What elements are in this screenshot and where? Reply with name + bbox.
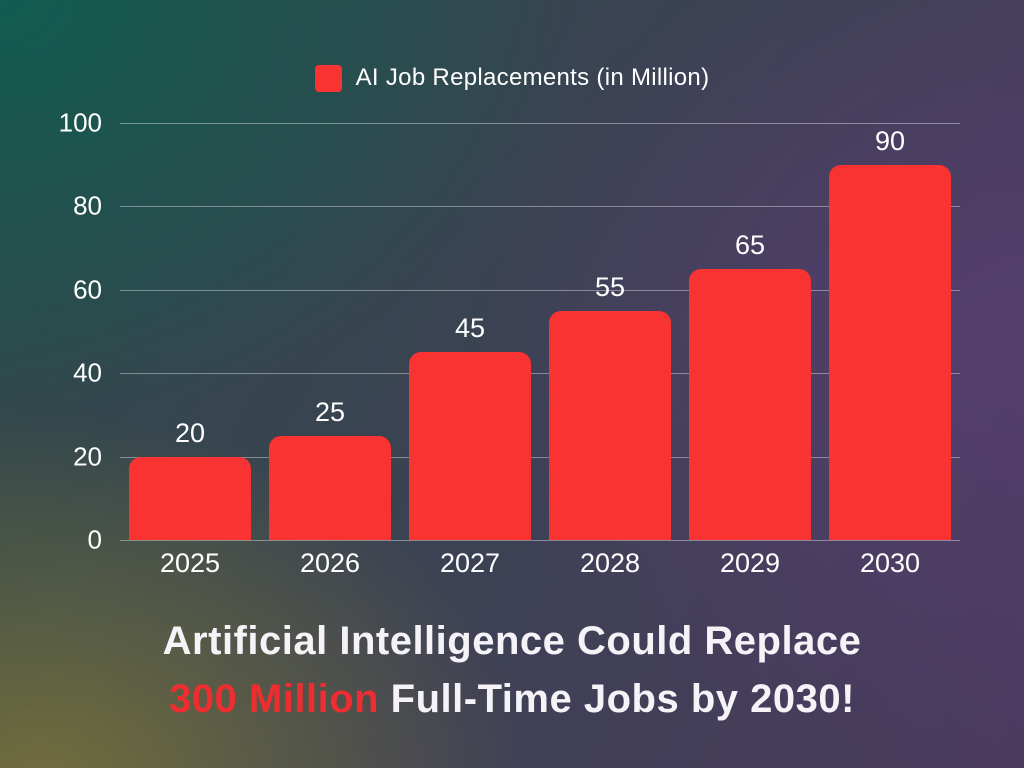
- y-axis-tick-label-100: 100: [58, 107, 102, 138]
- caption: Artificial Intelligence Could Replace 30…: [0, 612, 1024, 728]
- caption-line-1: Artificial Intelligence Could Replace: [162, 619, 862, 663]
- caption-line-2-rest: Full-Time Jobs by 2030!: [379, 677, 855, 721]
- y-axis-tick-label-40: 40: [73, 357, 102, 388]
- legend-color-swatch: [314, 64, 342, 92]
- gridline-60: [120, 289, 960, 291]
- gridline-80: [120, 206, 960, 208]
- gridline-100: [120, 123, 960, 124]
- bar-2025: [129, 456, 251, 540]
- y-axis-tick-label-20: 20: [73, 441, 102, 472]
- bar-value-label-2028: 55: [594, 271, 626, 302]
- bar-2027: [409, 352, 531, 540]
- bar-2029: [689, 268, 811, 540]
- caption-line-2: 300 Million Full-Time Jobs by 2030!: [0, 670, 1024, 728]
- chart-legend: AI Job Replacements (in Million): [0, 64, 1024, 92]
- gridline-40: [120, 373, 960, 375]
- x-axis-tick-label-2029: 2029: [719, 548, 781, 578]
- bar-2028: [549, 310, 671, 540]
- bar-value-label-2027: 45: [454, 313, 486, 344]
- y-axis-tick-label-0: 0: [87, 524, 102, 555]
- bar-value-label-2030: 90: [874, 125, 906, 156]
- x-axis-tick-label-2028: 2028: [579, 548, 641, 578]
- x-axis-tick-label-2027: 2027: [439, 548, 501, 578]
- x-axis-tick-label-2030: 2030: [859, 548, 921, 578]
- gridline-0: [120, 540, 960, 541]
- x-axis-tick-label-2026: 2026: [299, 548, 361, 578]
- x-axis-tick-label-2025: 2025: [159, 548, 221, 578]
- caption-highlight: 300 Million: [169, 677, 380, 721]
- gridline-20: [120, 456, 960, 458]
- bar-value-label-2025: 20: [174, 417, 206, 448]
- bar-value-label-2029: 65: [734, 229, 766, 260]
- y-axis-tick-label-80: 80: [73, 190, 102, 221]
- y-axis-tick-label-60: 60: [73, 274, 102, 305]
- bar-2026: [269, 435, 391, 540]
- bar-chart-plot-area: 0 20 40 60 80 100 20 2025 25 2026 45 2027 55 2028 65 20…: [59, 108, 960, 578]
- bar-2030: [829, 164, 951, 540]
- legend-label: AI Job Replacements (in Million): [355, 64, 710, 91]
- bar-value-label-2026: 25: [314, 396, 346, 427]
